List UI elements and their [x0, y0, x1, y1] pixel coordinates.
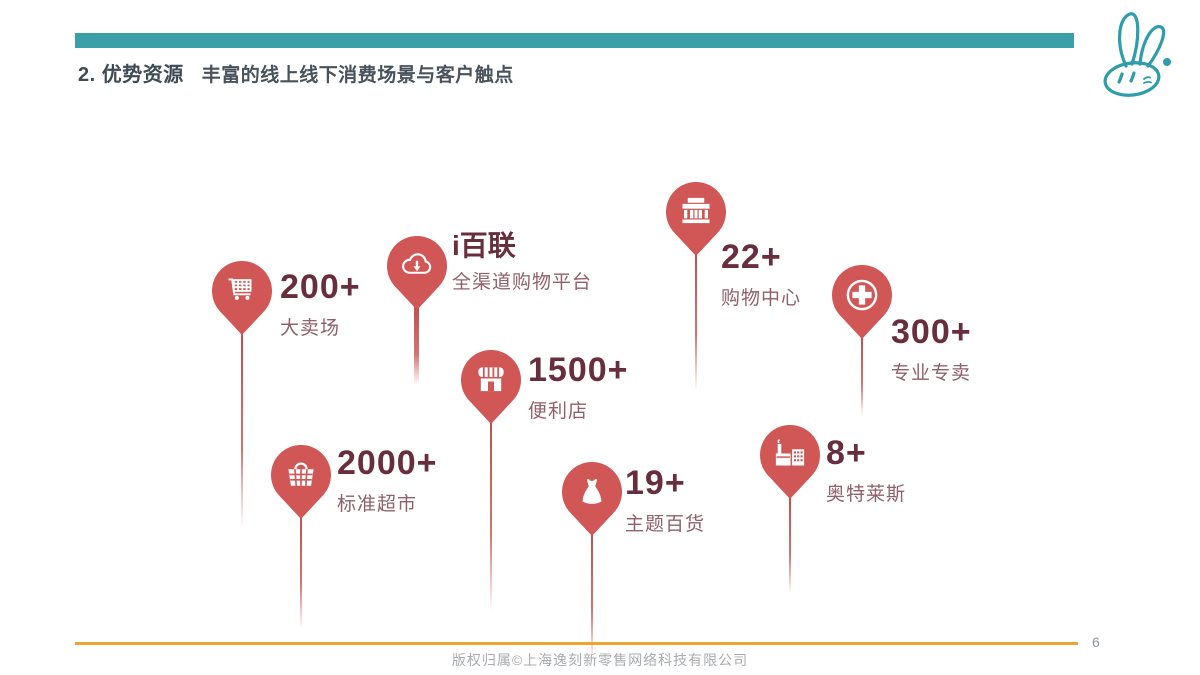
cloud-download-icon [402, 253, 432, 274]
factory-icon [775, 439, 805, 466]
pin-balloon [387, 236, 447, 310]
stat-label: 标准超市 [337, 493, 418, 515]
pin-balloon [832, 265, 892, 339]
stat-value: 8+ [826, 434, 867, 472]
pin-tail [414, 307, 419, 385]
basket-icon [288, 462, 314, 486]
pin-caption: i百联 全渠道购物平台 [452, 231, 592, 294]
pin-balloon [562, 462, 622, 536]
section-subtitle: 丰富的线上线下消费场景与客户触点 [201, 65, 514, 86]
rabbit-logo [1103, 12, 1171, 97]
stat-value: 200+ [280, 268, 361, 306]
stat-value: 22+ [721, 238, 782, 276]
stat-label: 专业专卖 [891, 362, 972, 384]
stat-label: 便利店 [528, 400, 589, 422]
stat-label: 主题百货 [625, 513, 706, 535]
stat-value: 300+ [891, 313, 972, 351]
pin-caption: 2000+ 标准超市 [337, 444, 438, 516]
cart-icon [228, 278, 252, 300]
copyright-text: 版权归属©上海逸刻新零售网络科技有限公司 [451, 652, 749, 668]
dress-icon [582, 479, 602, 504]
slide-header: 2. 优势资源 丰富的线上线下消费场景与客户触点 [78, 58, 514, 87]
stat-value: 2000+ [337, 444, 438, 482]
stat-label: 全渠道购物平台 [452, 272, 593, 294]
section-title: 2. 优势资源 [78, 64, 184, 86]
pin-balloon [271, 445, 331, 519]
storefront-icon [478, 367, 504, 392]
stat-value: i百联 [452, 230, 516, 261]
pin-tail [861, 336, 863, 416]
pin-tail [300, 516, 302, 628]
pin-caption: 1500+ 便利店 [528, 351, 629, 423]
plus-circle-icon [846, 279, 878, 311]
stat-value: 1500+ [528, 351, 629, 389]
pin-tail [241, 332, 243, 527]
pin-balloon [666, 182, 726, 256]
pin-tail [591, 533, 593, 661]
pin-caption: 300+ 专业专卖 [891, 313, 972, 385]
pin-caption: 8+ 奥特莱斯 [826, 434, 907, 506]
pin-caption: 22+ 购物中心 [721, 238, 802, 310]
pin-balloon [760, 425, 820, 499]
stat-label: 奥特莱斯 [826, 483, 907, 505]
page-number: 6 [1092, 634, 1100, 650]
stat-label: 购物中心 [721, 287, 802, 309]
pin-tail [695, 253, 697, 390]
mall-building-icon [682, 197, 710, 224]
top-accent-bar [75, 33, 1074, 48]
pin-caption: 19+ 主题百货 [625, 464, 706, 536]
pin-balloon [212, 261, 272, 335]
footer-divider [75, 642, 1078, 645]
pin-balloon [461, 350, 521, 424]
pin-tail [490, 421, 492, 611]
stat-value: 19+ [625, 464, 686, 502]
pin-tail [789, 496, 791, 594]
stat-label: 大卖场 [280, 317, 341, 339]
pin-caption: 200+ 大卖场 [280, 268, 361, 340]
